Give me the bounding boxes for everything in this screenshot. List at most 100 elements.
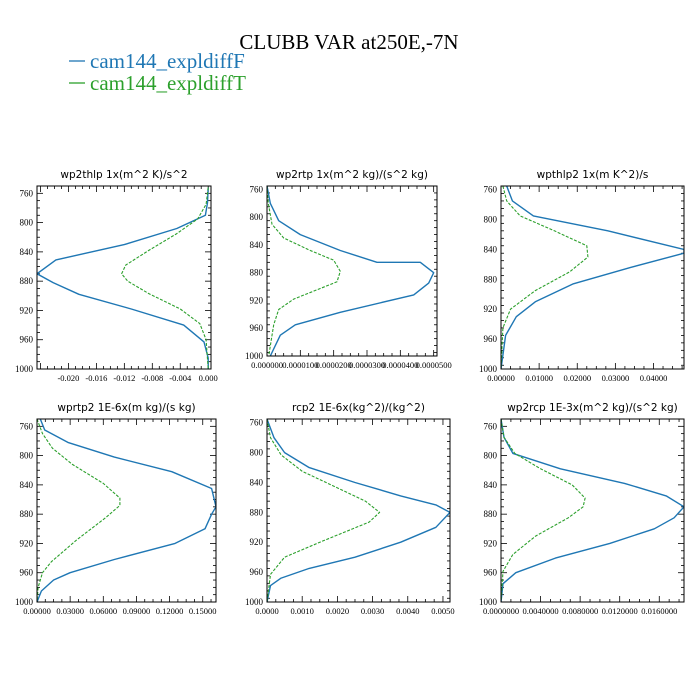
x-tick-label: 0.04000: [640, 373, 668, 383]
panel-frame: [266, 185, 438, 357]
y-tick-label: 1000: [245, 351, 264, 361]
y-tick-label: 800: [250, 212, 264, 222]
x-tick-label: 0.03000: [56, 606, 84, 616]
x-tick-label: 0.0040: [396, 606, 419, 616]
y-tick-label: 960: [250, 567, 264, 577]
x-tick-label: 0.00000: [487, 373, 515, 383]
y-tick-label: 1000: [15, 364, 34, 374]
x-tick-label: 0.06000: [89, 606, 117, 616]
y-tick-label: 840: [20, 247, 34, 257]
y-tick-label: 880: [484, 274, 498, 284]
y-tick-label: 840: [484, 480, 498, 490]
x-tick-label: 0.0040000: [523, 606, 559, 616]
y-tick-label: 840: [20, 480, 34, 490]
x-tick-label: 0.09000: [123, 606, 151, 616]
legend: cam144_expldiffF cam144_expldiffT: [69, 49, 246, 95]
x-tick-label: 0.15000: [189, 606, 217, 616]
y-tick-label: 760: [250, 418, 264, 428]
x-tick-label: 0.0000300: [349, 360, 385, 370]
series-line-expldiffT: [501, 419, 586, 602]
y-tick-label: 840: [250, 477, 264, 487]
y-tick-label: 920: [20, 305, 34, 315]
panel-title: wp2rtp 1x(m^2 kg)/(s^2 kg): [276, 169, 428, 181]
y-tick-label: 800: [250, 448, 264, 458]
legend-label-1: cam144_expldiffF: [90, 49, 245, 73]
series-line-expldiffT: [501, 186, 589, 369]
panel-6: wp2rcp 1E-3x(m^2 kg)/(s^2 kg) 760 800 840 88…: [479, 402, 685, 616]
panel-4: wprtp2 1E-6x(m kg)/(s kg) 760 800 840 880 920…: [15, 402, 217, 616]
y-tick-label: 920: [484, 538, 498, 548]
panel-frame: [500, 185, 685, 370]
series-line-expldiffF: [37, 187, 209, 369]
y-tick-label: 960: [250, 323, 264, 333]
panel-frame: [500, 418, 685, 603]
y-tick-label: 760: [484, 421, 498, 431]
x-tick-label: -0.004: [169, 373, 192, 383]
x-tick-label: 0.0050: [431, 606, 454, 616]
panel-5: rcp2 1E-6x(kg^2)/(kg^2) 760 800 840 880 920 96…: [245, 402, 455, 616]
y-tick-label: 1000: [245, 597, 264, 607]
x-tick-label: 0.0000100: [282, 360, 318, 370]
y-tick-label: 1000: [479, 597, 498, 607]
series-line-expldiffF: [267, 419, 450, 602]
y-tick-label: 800: [20, 218, 34, 228]
series-line-expldiffF: [501, 419, 684, 602]
panel-title: wp2thlp 1x(m^2 K)/s^2: [60, 169, 187, 181]
y-tick-label: 760: [484, 185, 498, 195]
panel-3: wpthlp2 1x(m K^2)/s 760 800 840 880 920 960 100…: [479, 169, 685, 383]
series-line-expldiffF: [267, 186, 435, 356]
y-tick-label: 800: [484, 215, 498, 225]
y-tick-label: 1000: [15, 597, 34, 607]
x-tick-label: 0.0000400: [382, 360, 418, 370]
series-line-expldiffF: [37, 419, 216, 602]
y-tick-label: 920: [20, 538, 34, 548]
x-tick-label: -0.016: [85, 373, 107, 383]
y-tick-label: 880: [20, 276, 34, 286]
series-line-expldiffT: [267, 186, 341, 356]
y-tick-label: 760: [250, 184, 264, 194]
x-tick-label: 0.01000: [525, 373, 553, 383]
y-tick-label: 880: [484, 509, 498, 519]
x-tick-label: -0.020: [57, 373, 79, 383]
x-tick-label: 0.000000: [251, 360, 283, 370]
x-tick-label: 0.000: [199, 373, 218, 383]
panel-1: wp2thlp 1x(m^2 K)/s^2 760 800 840 880 920 960 1…: [15, 169, 218, 383]
x-tick-label: -0.012: [113, 373, 135, 383]
panel-title: wpthlp2 1x(m K^2)/s: [537, 169, 649, 181]
legend-label-2: cam144_expldiffT: [90, 71, 246, 95]
x-tick-label: 0.12000: [156, 606, 184, 616]
x-tick-label: 0.0000200: [316, 360, 352, 370]
figure-title: CLUBB VAR at250E,-7N: [239, 30, 458, 54]
panel-frame: [36, 185, 212, 370]
y-tick-label: 960: [484, 568, 498, 578]
x-tick-label: 0.0030: [361, 606, 384, 616]
series-line-expldiffT: [121, 187, 209, 369]
panel-2: wp2rtp 1x(m^2 kg)/(s^2 kg) 760 800 840 880 92…: [245, 169, 452, 370]
y-tick-label: 880: [250, 268, 264, 278]
panel-frame: [266, 418, 451, 603]
y-tick-label: 840: [250, 240, 264, 250]
y-tick-label: 800: [484, 451, 498, 461]
y-tick-label: 840: [484, 244, 498, 254]
x-tick-label: 0.0010: [291, 606, 314, 616]
x-tick-label: 0.02000: [563, 373, 591, 383]
y-tick-label: 800: [20, 451, 34, 461]
panel-frame: [36, 418, 217, 603]
y-tick-label: 880: [250, 507, 264, 517]
series-line-expldiffT: [267, 419, 381, 602]
panel-title: wprtp2 1E-6x(m kg)/(s kg): [57, 402, 195, 414]
y-tick-label: 920: [250, 295, 264, 305]
y-tick-label: 960: [484, 334, 498, 344]
y-tick-label: 1000: [479, 364, 498, 374]
x-tick-label: 0.03000: [602, 373, 630, 383]
x-tick-label: 0.0160000: [641, 606, 677, 616]
y-tick-label: 920: [250, 537, 264, 547]
y-tick-label: 920: [484, 304, 498, 314]
x-tick-label: 0.00000: [23, 606, 51, 616]
x-tick-label: 0.0120000: [602, 606, 638, 616]
series-line-expldiffF: [501, 186, 684, 369]
panel-title: wp2rcp 1E-3x(m^2 kg)/(s^2 kg): [507, 402, 678, 414]
y-tick-label: 880: [20, 509, 34, 519]
x-tick-label: 0.0000000: [483, 606, 519, 616]
